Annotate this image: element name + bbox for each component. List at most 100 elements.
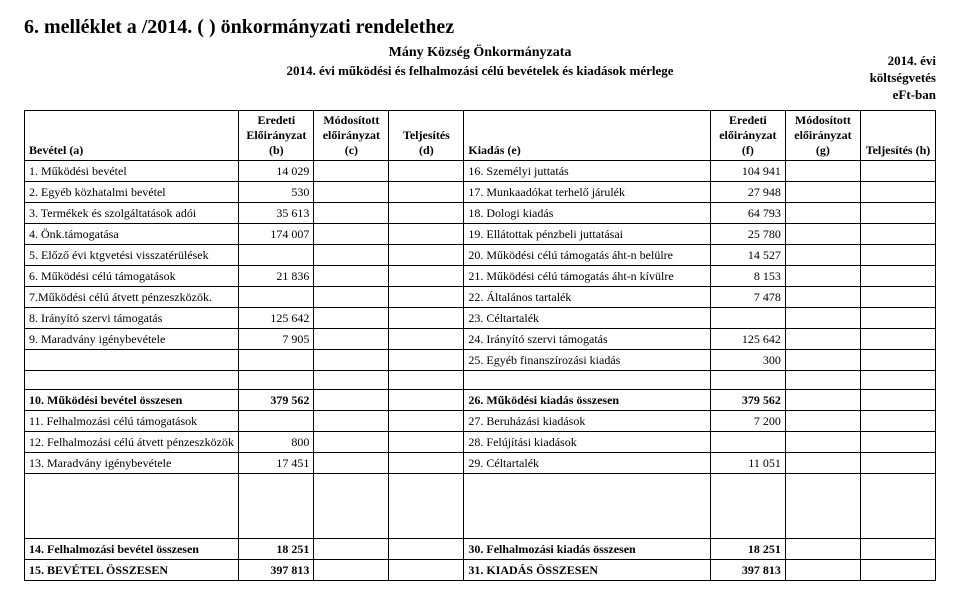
col-d: Teljesítés (d) bbox=[389, 110, 464, 160]
col-c-l3: (c) bbox=[345, 143, 358, 157]
col-g-l2: előirányzat bbox=[794, 128, 851, 142]
cell-label-right: 20. Működési célú támogatás áht-n belülr… bbox=[464, 244, 711, 265]
cell-c bbox=[314, 410, 389, 431]
col-a: Bevétel (a) bbox=[25, 110, 239, 160]
cell-h bbox=[860, 559, 935, 580]
cell-label-right: 28. Felújítási kiadások bbox=[464, 431, 711, 452]
cell-d bbox=[389, 307, 464, 328]
cell-label-left: 8. Irányító szervi támogatás bbox=[25, 307, 239, 328]
col-f: Eredeti előirányzat (f) bbox=[710, 110, 785, 160]
cell-label-right: 26. Működési kiadás összesen bbox=[464, 389, 711, 410]
cell-c bbox=[314, 265, 389, 286]
cell-f: 379 562 bbox=[710, 389, 785, 410]
table-row: 6. Működési célú támogatások21 836 21. Mű… bbox=[25, 265, 936, 286]
spacer-row bbox=[25, 370, 936, 389]
cell-b bbox=[239, 410, 314, 431]
cell-b: 397 813 bbox=[239, 559, 314, 580]
cell-f: 27 948 bbox=[710, 181, 785, 202]
cell-d bbox=[389, 389, 464, 410]
table-row: 10. Működési bevétel összesen379 56226. … bbox=[25, 389, 936, 410]
col-b-l1: Eredeti bbox=[257, 113, 295, 127]
cell-g bbox=[785, 160, 860, 181]
col-e: Kiadás (e) bbox=[464, 110, 711, 160]
cell-label-right: 21. Működési célú támogatás áht-n kívülr… bbox=[464, 265, 711, 286]
cell-label-right: 24. Irányító szervi támogatás bbox=[464, 328, 711, 349]
col-g: Módosított előirányzat (g) bbox=[785, 110, 860, 160]
cell-label-right: 18. Dologi kiadás bbox=[464, 202, 711, 223]
cell-g bbox=[785, 538, 860, 559]
table-row: 25. Egyéb finanszírozási kiadás300 bbox=[25, 349, 936, 370]
cell-h bbox=[860, 389, 935, 410]
cell-d bbox=[389, 265, 464, 286]
cell-b: 21 836 bbox=[239, 265, 314, 286]
cell-g bbox=[785, 202, 860, 223]
cell-b bbox=[239, 244, 314, 265]
col-h: Teljesítés (h) bbox=[860, 110, 935, 160]
cell-c bbox=[314, 389, 389, 410]
cell-label-right: 23. Céltartalék bbox=[464, 307, 711, 328]
cell-g bbox=[785, 244, 860, 265]
col-b: Eredeti Előirányzat (b) bbox=[239, 110, 314, 160]
cell-f: 7 478 bbox=[710, 286, 785, 307]
col-g-l3: (g) bbox=[816, 143, 830, 157]
col-c-l1: Módosított bbox=[323, 113, 379, 127]
cell-label-left: 12. Felhalmozási célú átvett pénzeszközö… bbox=[25, 431, 239, 452]
cell-b: 14 029 bbox=[239, 160, 314, 181]
cell-label-right: 19. Ellátottak pénzbeli juttatásai bbox=[464, 223, 711, 244]
cell-h bbox=[860, 223, 935, 244]
cell-c bbox=[314, 328, 389, 349]
cell-h bbox=[860, 202, 935, 223]
cell-d bbox=[389, 452, 464, 473]
cell-label-left: 4. Önk.támogatása bbox=[25, 223, 239, 244]
cell-h bbox=[860, 265, 935, 286]
cell-label-left: 6. Működési célú támogatások bbox=[25, 265, 239, 286]
cell-label-left: 2. Egyéb közhatalmi bevétel bbox=[25, 181, 239, 202]
cell-c bbox=[314, 559, 389, 580]
col-d-l1: Teljesítés bbox=[403, 128, 450, 142]
table-row: 4. Önk.támogatása174 007 19. Ellátottak p… bbox=[25, 223, 936, 244]
cell-f: 64 793 bbox=[710, 202, 785, 223]
cell-c bbox=[314, 452, 389, 473]
cell-f: 14 527 bbox=[710, 244, 785, 265]
cell-g bbox=[785, 452, 860, 473]
col-f-l2: előirányzat bbox=[719, 128, 776, 142]
cell-d bbox=[389, 181, 464, 202]
cell-g bbox=[785, 559, 860, 580]
cell-c bbox=[314, 223, 389, 244]
table-row: 9. Maradvány igénybevétele7 90524. Irány… bbox=[25, 328, 936, 349]
cell-f: 7 200 bbox=[710, 410, 785, 431]
cell-label-right: 22. Általános tartalék bbox=[464, 286, 711, 307]
cell-h bbox=[860, 452, 935, 473]
cell-g bbox=[785, 389, 860, 410]
cell-c bbox=[314, 431, 389, 452]
cell-g bbox=[785, 265, 860, 286]
cell-d bbox=[389, 223, 464, 244]
cell-c bbox=[314, 349, 389, 370]
cell-label-right: 30. Felhalmozási kiadás összesen bbox=[464, 538, 711, 559]
cell-b: 379 562 bbox=[239, 389, 314, 410]
page-title: 6. melléklet a /2014. ( ) önkormányzati … bbox=[24, 16, 936, 39]
cell-b: 174 007 bbox=[239, 223, 314, 244]
cell-f: 300 bbox=[710, 349, 785, 370]
cell-g bbox=[785, 349, 860, 370]
cell-f: 125 642 bbox=[710, 328, 785, 349]
table-row: 5. Előző évi ktgvetési visszatérülések20… bbox=[25, 244, 936, 265]
table-row: 15. BEVÉTEL ÖSSZESEN397 81331. KIADÁS ÖS… bbox=[25, 559, 936, 580]
table-row: 13. Maradvány igénybevétele17 45129. Cél… bbox=[25, 452, 936, 473]
spacer-row bbox=[25, 473, 936, 538]
cell-d bbox=[389, 349, 464, 370]
balance-table: Bevétel (a) Eredeti Előirányzat (b) Módo… bbox=[24, 110, 936, 581]
right-unit: eFt-ban bbox=[24, 87, 936, 104]
cell-label-left: 1. Működési bevétel bbox=[25, 160, 239, 181]
table-row: 7.Működési célú átvett pénzeszközök.22. … bbox=[25, 286, 936, 307]
col-d-l2: (d) bbox=[419, 143, 434, 157]
cell-label-left: 9. Maradvány igénybevétele bbox=[25, 328, 239, 349]
cell-b: 35 613 bbox=[239, 202, 314, 223]
cell-f bbox=[710, 307, 785, 328]
cell-c bbox=[314, 160, 389, 181]
cell-label-left: 13. Maradvány igénybevétele bbox=[25, 452, 239, 473]
cell-label-right: 16. Személyi juttatás bbox=[464, 160, 711, 181]
cell-b: 17 451 bbox=[239, 452, 314, 473]
col-g-l1: Módosított bbox=[795, 113, 851, 127]
cell-label-right: 25. Egyéb finanszírozási kiadás bbox=[464, 349, 711, 370]
